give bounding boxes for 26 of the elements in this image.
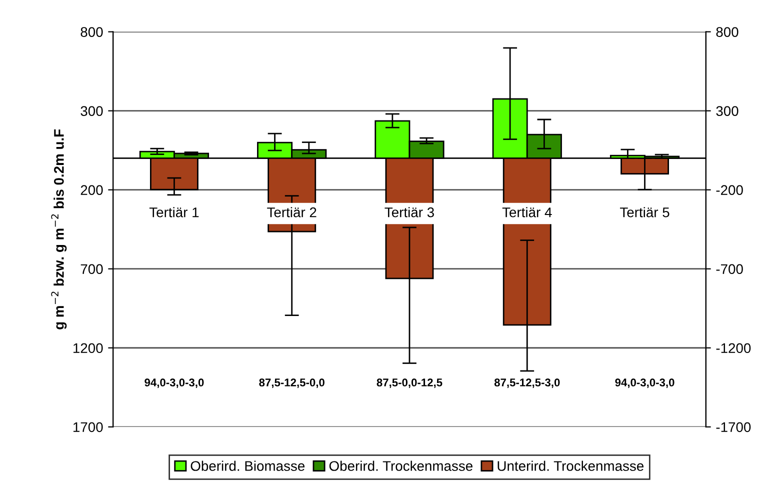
annotation: 94,0-3,0-3,0	[615, 378, 674, 388]
y-tick-label: 300	[80, 106, 103, 116]
y-tick-label: 200	[80, 185, 103, 195]
annotation: 94,0-3,0-3,0	[144, 378, 204, 388]
legend-label: Unterird. Trockenmasse	[498, 460, 644, 471]
y2-tick-label: -1700	[716, 422, 751, 432]
y2-tick-label: -1200	[716, 343, 751, 354]
y2-tick-label: 800	[716, 27, 738, 37]
y-tick-label: 1700	[73, 422, 103, 432]
y2-tick-label: -700	[716, 264, 743, 274]
x-tick-label: Tertiär 2	[267, 207, 316, 218]
y-tick-label: 700	[80, 264, 103, 274]
y2-tick-label: 300	[716, 106, 738, 116]
y-tick-label: 1200	[73, 343, 103, 354]
annotation: 87,5-12,5-0,0	[259, 378, 324, 388]
x-tick-label: Tertiär 5	[620, 207, 670, 218]
x-tick-label: Tertiär 1	[149, 207, 199, 218]
y-tick-label: 800	[80, 27, 103, 37]
annotation: 87,5-12,5-3,0	[494, 378, 560, 388]
legend-label: Oberird. Biomasse	[190, 460, 305, 471]
y-axis-title: g m$^{−2}$ bzw. g m$^{−2}$ bis 0.2m u.F	[51, 129, 67, 330]
x-tick-label: Tertiär 4	[502, 207, 552, 218]
annotation: 87,5-0,0-12,5	[376, 378, 442, 388]
x-tick-label: Tertiär 3	[384, 207, 434, 218]
legend-label: Oberird. Trockenmasse	[329, 460, 472, 471]
y2-tick-label: -200	[716, 185, 743, 195]
